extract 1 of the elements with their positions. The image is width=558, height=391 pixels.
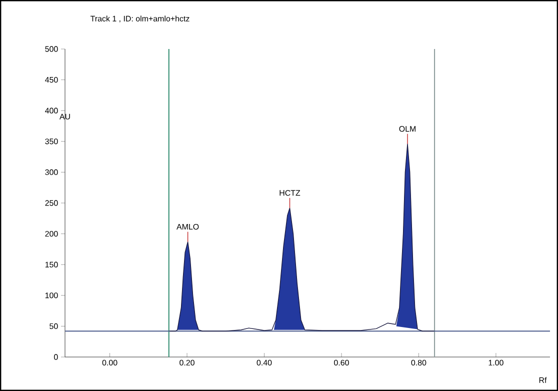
- line-series: [169, 144, 435, 332]
